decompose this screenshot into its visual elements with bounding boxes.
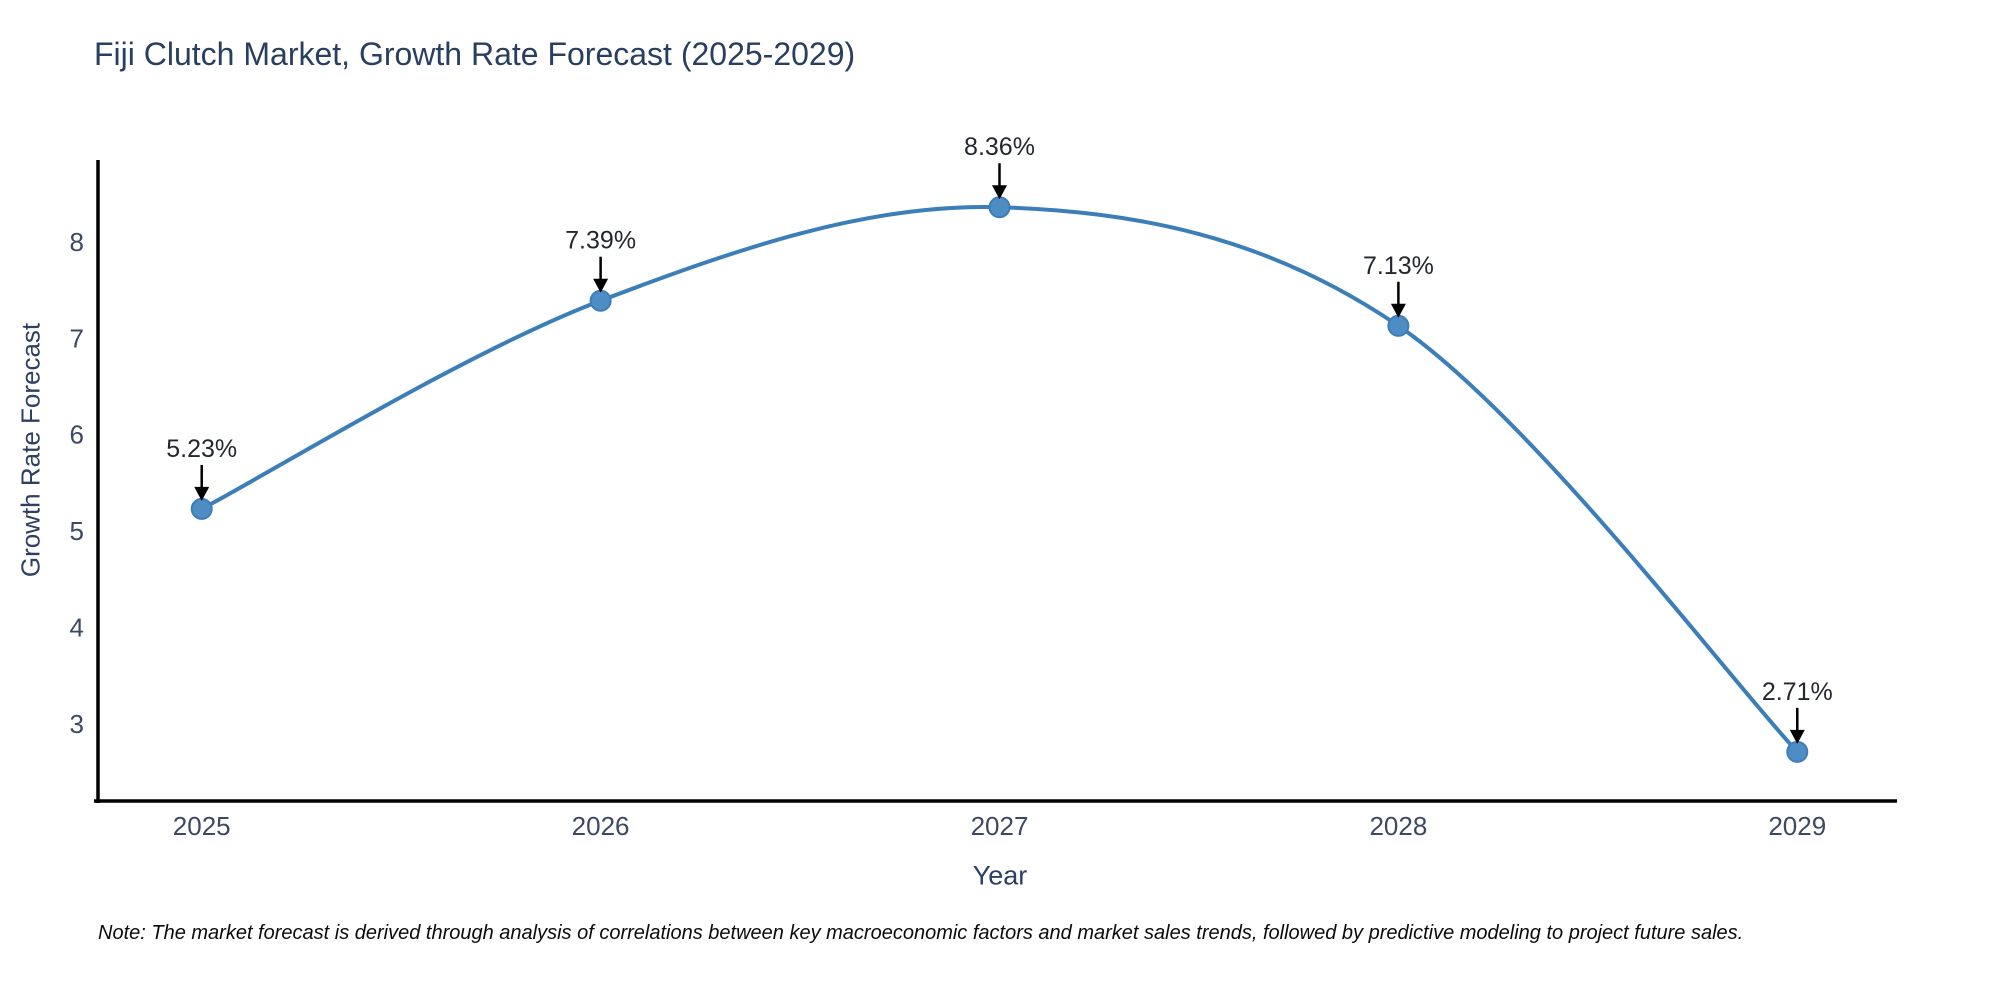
y-axis-title: Growth Rate Forecast bbox=[15, 322, 46, 578]
annotation-arrowhead-icon bbox=[1789, 729, 1805, 744]
annotation-label: 2.71% bbox=[1762, 678, 1833, 706]
y-tick-label: 6 bbox=[70, 420, 84, 450]
data-point-marker bbox=[190, 497, 213, 520]
data-point-marker bbox=[988, 196, 1011, 219]
annotation-label: 8.36% bbox=[964, 133, 1035, 161]
data-point-marker bbox=[589, 289, 612, 312]
annotation-label: 7.39% bbox=[565, 227, 636, 255]
forecast-line bbox=[199, 204, 1800, 754]
y-tick-label: 8 bbox=[70, 227, 84, 257]
data-point-marker bbox=[1786, 740, 1809, 763]
annotation-arrowhead-icon bbox=[1390, 303, 1406, 318]
y-tick-label: 7 bbox=[70, 323, 84, 353]
x-tick-label: 2027 bbox=[971, 811, 1029, 841]
x-tick-label: 2026 bbox=[572, 811, 630, 841]
annotation-arrowhead-icon bbox=[991, 185, 1007, 200]
annotation-arrowhead-icon bbox=[194, 486, 210, 501]
annotation-label: 7.13% bbox=[1363, 252, 1434, 280]
footnote: Note: The market forecast is derived thr… bbox=[98, 922, 1744, 944]
chart-title: Fiji Clutch Market, Growth Rate Forecast… bbox=[94, 36, 856, 72]
x-tick-label: 2025 bbox=[173, 811, 231, 841]
x-axis-title: Year bbox=[972, 860, 1028, 891]
annotation-arrowhead-icon bbox=[593, 278, 609, 293]
y-tick-label: 4 bbox=[70, 612, 84, 642]
annotation-label: 5.23% bbox=[166, 435, 237, 463]
data-point-marker bbox=[1387, 314, 1410, 337]
y-tick-label: 3 bbox=[70, 709, 84, 739]
x-tick-label: 2029 bbox=[1768, 811, 1826, 841]
y-tick-label: 5 bbox=[70, 516, 84, 546]
x-tick-label: 2028 bbox=[1369, 811, 1427, 841]
